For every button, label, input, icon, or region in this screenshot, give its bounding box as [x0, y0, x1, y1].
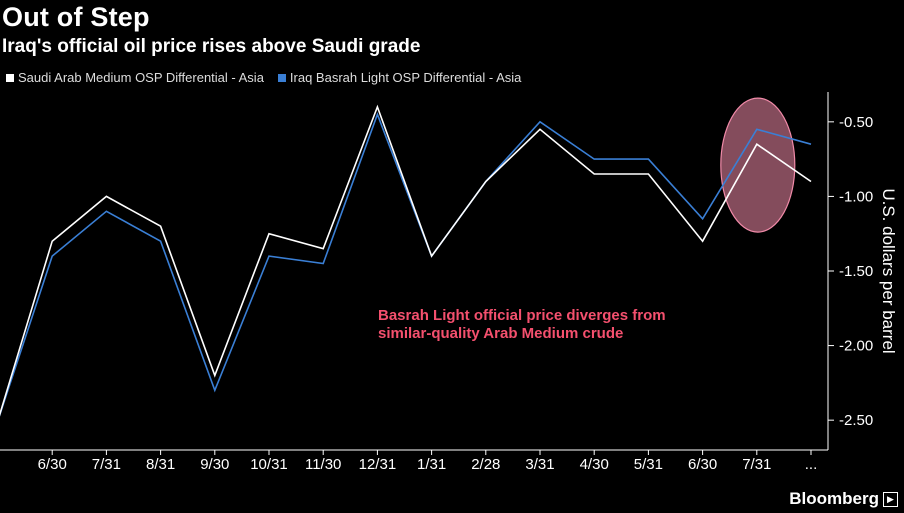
x-tick-label: 7/31 — [742, 456, 771, 473]
x-tick-label: 5/31 — [634, 456, 663, 473]
x-tick-label: 2/28 — [471, 456, 500, 473]
bloomberg-terminal-icon: ▶ — [883, 491, 898, 507]
series-line-saudi — [0, 104, 812, 417]
chart-title: Out of Step — [2, 2, 150, 32]
x-tick-label: 7/31 — [92, 456, 121, 473]
legend-item-saudi: Saudi Arab Medium OSP Differential - Asi… — [6, 70, 264, 85]
y-tick-label: -2.00 — [839, 338, 873, 355]
y-tick-label: -1.50 — [839, 263, 873, 280]
x-tick-label: 6/30 — [688, 456, 717, 473]
x-tick-label: 4/30 — [580, 456, 609, 473]
legend-label-saudi: Saudi Arab Medium OSP Differential - Asi… — [18, 70, 264, 85]
y-tick-label: -2.50 — [839, 412, 873, 429]
x-tick-label: 9/30 — [200, 456, 229, 473]
x-tick-label: 1/31 — [417, 456, 446, 473]
x-tick-label: 6/30 — [38, 456, 67, 473]
series-line-iraq — [0, 112, 812, 417]
legend: Saudi Arab Medium OSP Differential - Asi… — [6, 70, 521, 85]
legend-swatch-iraq — [277, 73, 286, 82]
x-tick-label: ... — [805, 456, 818, 473]
divergence-highlight — [720, 97, 796, 233]
source-label: Bloomberg — [789, 489, 879, 508]
y-axis-label: U.S. dollars per barrel — [879, 188, 898, 353]
legend-label-iraq: Iraq Basrah Light OSP Differential - Asi… — [289, 70, 522, 85]
annotation-text: Basrah Light official price diverges fro… — [378, 307, 666, 324]
x-tick-label: 3/31 — [525, 456, 554, 473]
chart-subtitle: Iraq's official oil price rises above Sa… — [2, 36, 421, 57]
source-credit: Bloomberg ▶ — [789, 489, 898, 509]
x-tick-label: 10/31 — [250, 456, 288, 473]
y-tick-label: -1.00 — [839, 188, 873, 205]
x-tick-label: 8/31 — [146, 456, 175, 473]
y-tick-label: -0.50 — [839, 114, 873, 131]
x-tick-label: 12/31 — [359, 456, 397, 473]
legend-item-iraq: Iraq Basrah Light OSP Differential - Asi… — [277, 70, 522, 85]
x-tick-label: 11/30 — [305, 456, 341, 473]
annotation-text: similar-quality Arab Medium crude — [378, 325, 623, 342]
legend-swatch-saudi — [6, 73, 14, 82]
